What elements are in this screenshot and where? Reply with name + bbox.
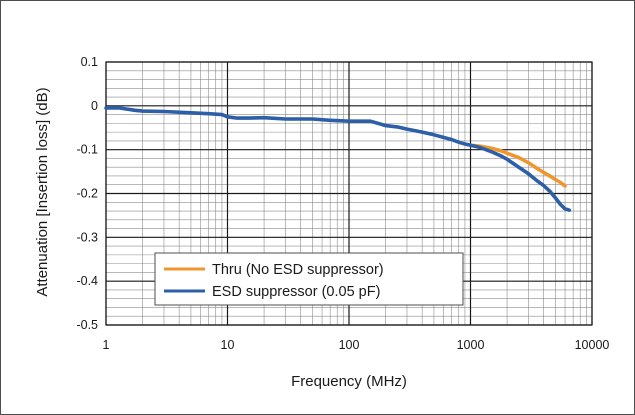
legend: Thru (No ESD suppressor) ESD suppressor … bbox=[154, 252, 464, 306]
legend-label-thru: Thru (No ESD suppressor) bbox=[212, 262, 384, 278]
series-layer bbox=[104, 106, 572, 212]
x-tick-label: 10000 bbox=[575, 338, 610, 352]
series-line-esd bbox=[104, 106, 572, 212]
y-tick-label: -0.5 bbox=[76, 318, 98, 332]
x-tick-label: 100 bbox=[339, 338, 360, 352]
x-tick-label: 1 bbox=[103, 338, 110, 352]
series-line-thru bbox=[468, 143, 567, 188]
legend-box bbox=[154, 252, 464, 306]
y-tick-label: -0.1 bbox=[76, 143, 98, 157]
y-tick-label: 0 bbox=[91, 99, 98, 113]
y-tick-label: -0.4 bbox=[76, 274, 98, 288]
x-tick-label: 1000 bbox=[457, 338, 485, 352]
tick-labels: 1 10 100 1000 10000 0.1 0 -0.1 -0.2 -0.3 -0.4 -0.5 bbox=[76, 55, 609, 352]
y-tick-label: 0.1 bbox=[81, 55, 98, 69]
legend-label-esd: ESD suppressor (0.05 pF) bbox=[212, 284, 380, 300]
y-axis-label: Attenuation [Insertion loss] (dB) bbox=[34, 87, 51, 296]
y-tick-label: -0.3 bbox=[76, 230, 98, 244]
plot-border bbox=[105, 61, 593, 326]
x-axis-label: Frequency (MHz) bbox=[291, 373, 407, 390]
y-tick-label: -0.2 bbox=[76, 187, 98, 201]
x-tick-label: 10 bbox=[221, 338, 235, 352]
